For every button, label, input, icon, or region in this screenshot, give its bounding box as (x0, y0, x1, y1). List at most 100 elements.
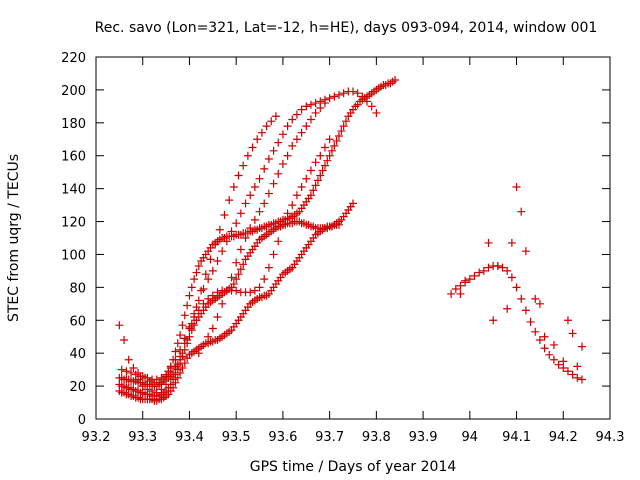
data-point (278, 159, 287, 168)
data-point (358, 92, 367, 101)
data-point (540, 344, 549, 353)
data-point (204, 275, 213, 284)
data-point (194, 261, 203, 270)
data-point (120, 336, 129, 345)
data-point (292, 135, 301, 144)
y-tick-label: 60 (69, 314, 86, 329)
data-point (138, 382, 147, 391)
data-point (187, 319, 196, 328)
data-point (122, 367, 131, 376)
data-point (302, 174, 311, 183)
data-point (531, 294, 540, 303)
data-point (363, 97, 372, 106)
data-point (248, 143, 257, 152)
data-point (162, 380, 171, 389)
data-point (152, 388, 161, 397)
data-point (124, 355, 133, 364)
data-point (306, 100, 315, 109)
data-point (192, 268, 201, 277)
data-point (288, 201, 297, 210)
data-point (192, 303, 201, 312)
data-point (173, 339, 182, 348)
data-point (208, 291, 217, 300)
data-point (229, 182, 238, 191)
data-point (260, 164, 269, 173)
data-point (549, 355, 558, 364)
data-point (208, 324, 217, 333)
y-tick-label: 80 (69, 281, 86, 296)
data-point (489, 316, 498, 325)
data-point (292, 191, 301, 200)
data-point (178, 349, 187, 358)
data-point (227, 273, 236, 282)
data-point (568, 329, 577, 338)
data-point (283, 151, 292, 160)
data-point (339, 89, 348, 98)
data-point (250, 182, 259, 191)
data-point (470, 271, 479, 280)
data-point (264, 189, 273, 198)
data-point (253, 135, 262, 144)
data-point (269, 250, 278, 259)
data-point (512, 182, 521, 191)
data-point (180, 311, 189, 320)
data-point (274, 138, 283, 147)
data-point (246, 224, 255, 233)
data-point (236, 209, 245, 218)
data-point (190, 309, 199, 318)
data-point (204, 294, 213, 303)
y-tick-label: 0 (78, 413, 86, 428)
data-point (229, 280, 238, 289)
data-point (531, 327, 540, 336)
plot-frame (95, 56, 611, 420)
data-point (241, 234, 250, 242)
x-tick-label: 93.6 (268, 430, 297, 445)
data-point (148, 387, 157, 396)
data-point (391, 76, 400, 85)
data-point (484, 263, 493, 272)
data-point (288, 115, 297, 124)
data-point (517, 294, 526, 303)
data-point (372, 108, 381, 117)
data-point (187, 283, 196, 292)
data-point (183, 336, 192, 345)
tick-labels: 93.2 93.3 93.4 93.5 93.6 93.7 93.8 93.9 94 94.1 94… (61, 51, 624, 445)
x-tick-label: 94.2 (549, 430, 578, 445)
y-axis-label: STEC from uqrg / TECUs (6, 154, 22, 322)
data-point (131, 370, 140, 379)
data-point (302, 122, 311, 131)
data-point (278, 130, 287, 139)
data-point (176, 355, 185, 364)
data-point (178, 321, 187, 330)
data-point (353, 89, 362, 98)
data-point (283, 209, 292, 218)
data-point (309, 186, 318, 195)
data-point (306, 166, 315, 175)
data-point (134, 375, 143, 384)
data-point (503, 304, 512, 313)
data-point (255, 207, 264, 216)
data-point (320, 99, 329, 108)
data-point (573, 362, 582, 371)
data-point (549, 340, 558, 349)
y-tick-label: 160 (61, 150, 86, 165)
data-point (197, 286, 206, 295)
data-point (166, 372, 175, 381)
data-point (218, 299, 227, 308)
data-point (316, 171, 325, 180)
data-point (297, 105, 306, 114)
data-point (306, 191, 315, 200)
data-point (334, 90, 343, 99)
data-point (349, 199, 357, 208)
data-point (297, 128, 306, 137)
data-point (367, 102, 376, 111)
data-point (155, 378, 164, 387)
data-point (320, 143, 329, 152)
data-point (222, 237, 231, 246)
data-point (262, 122, 271, 131)
data-point (220, 210, 229, 219)
data-point (577, 342, 586, 351)
data-point (320, 161, 329, 170)
data-point (185, 324, 194, 333)
